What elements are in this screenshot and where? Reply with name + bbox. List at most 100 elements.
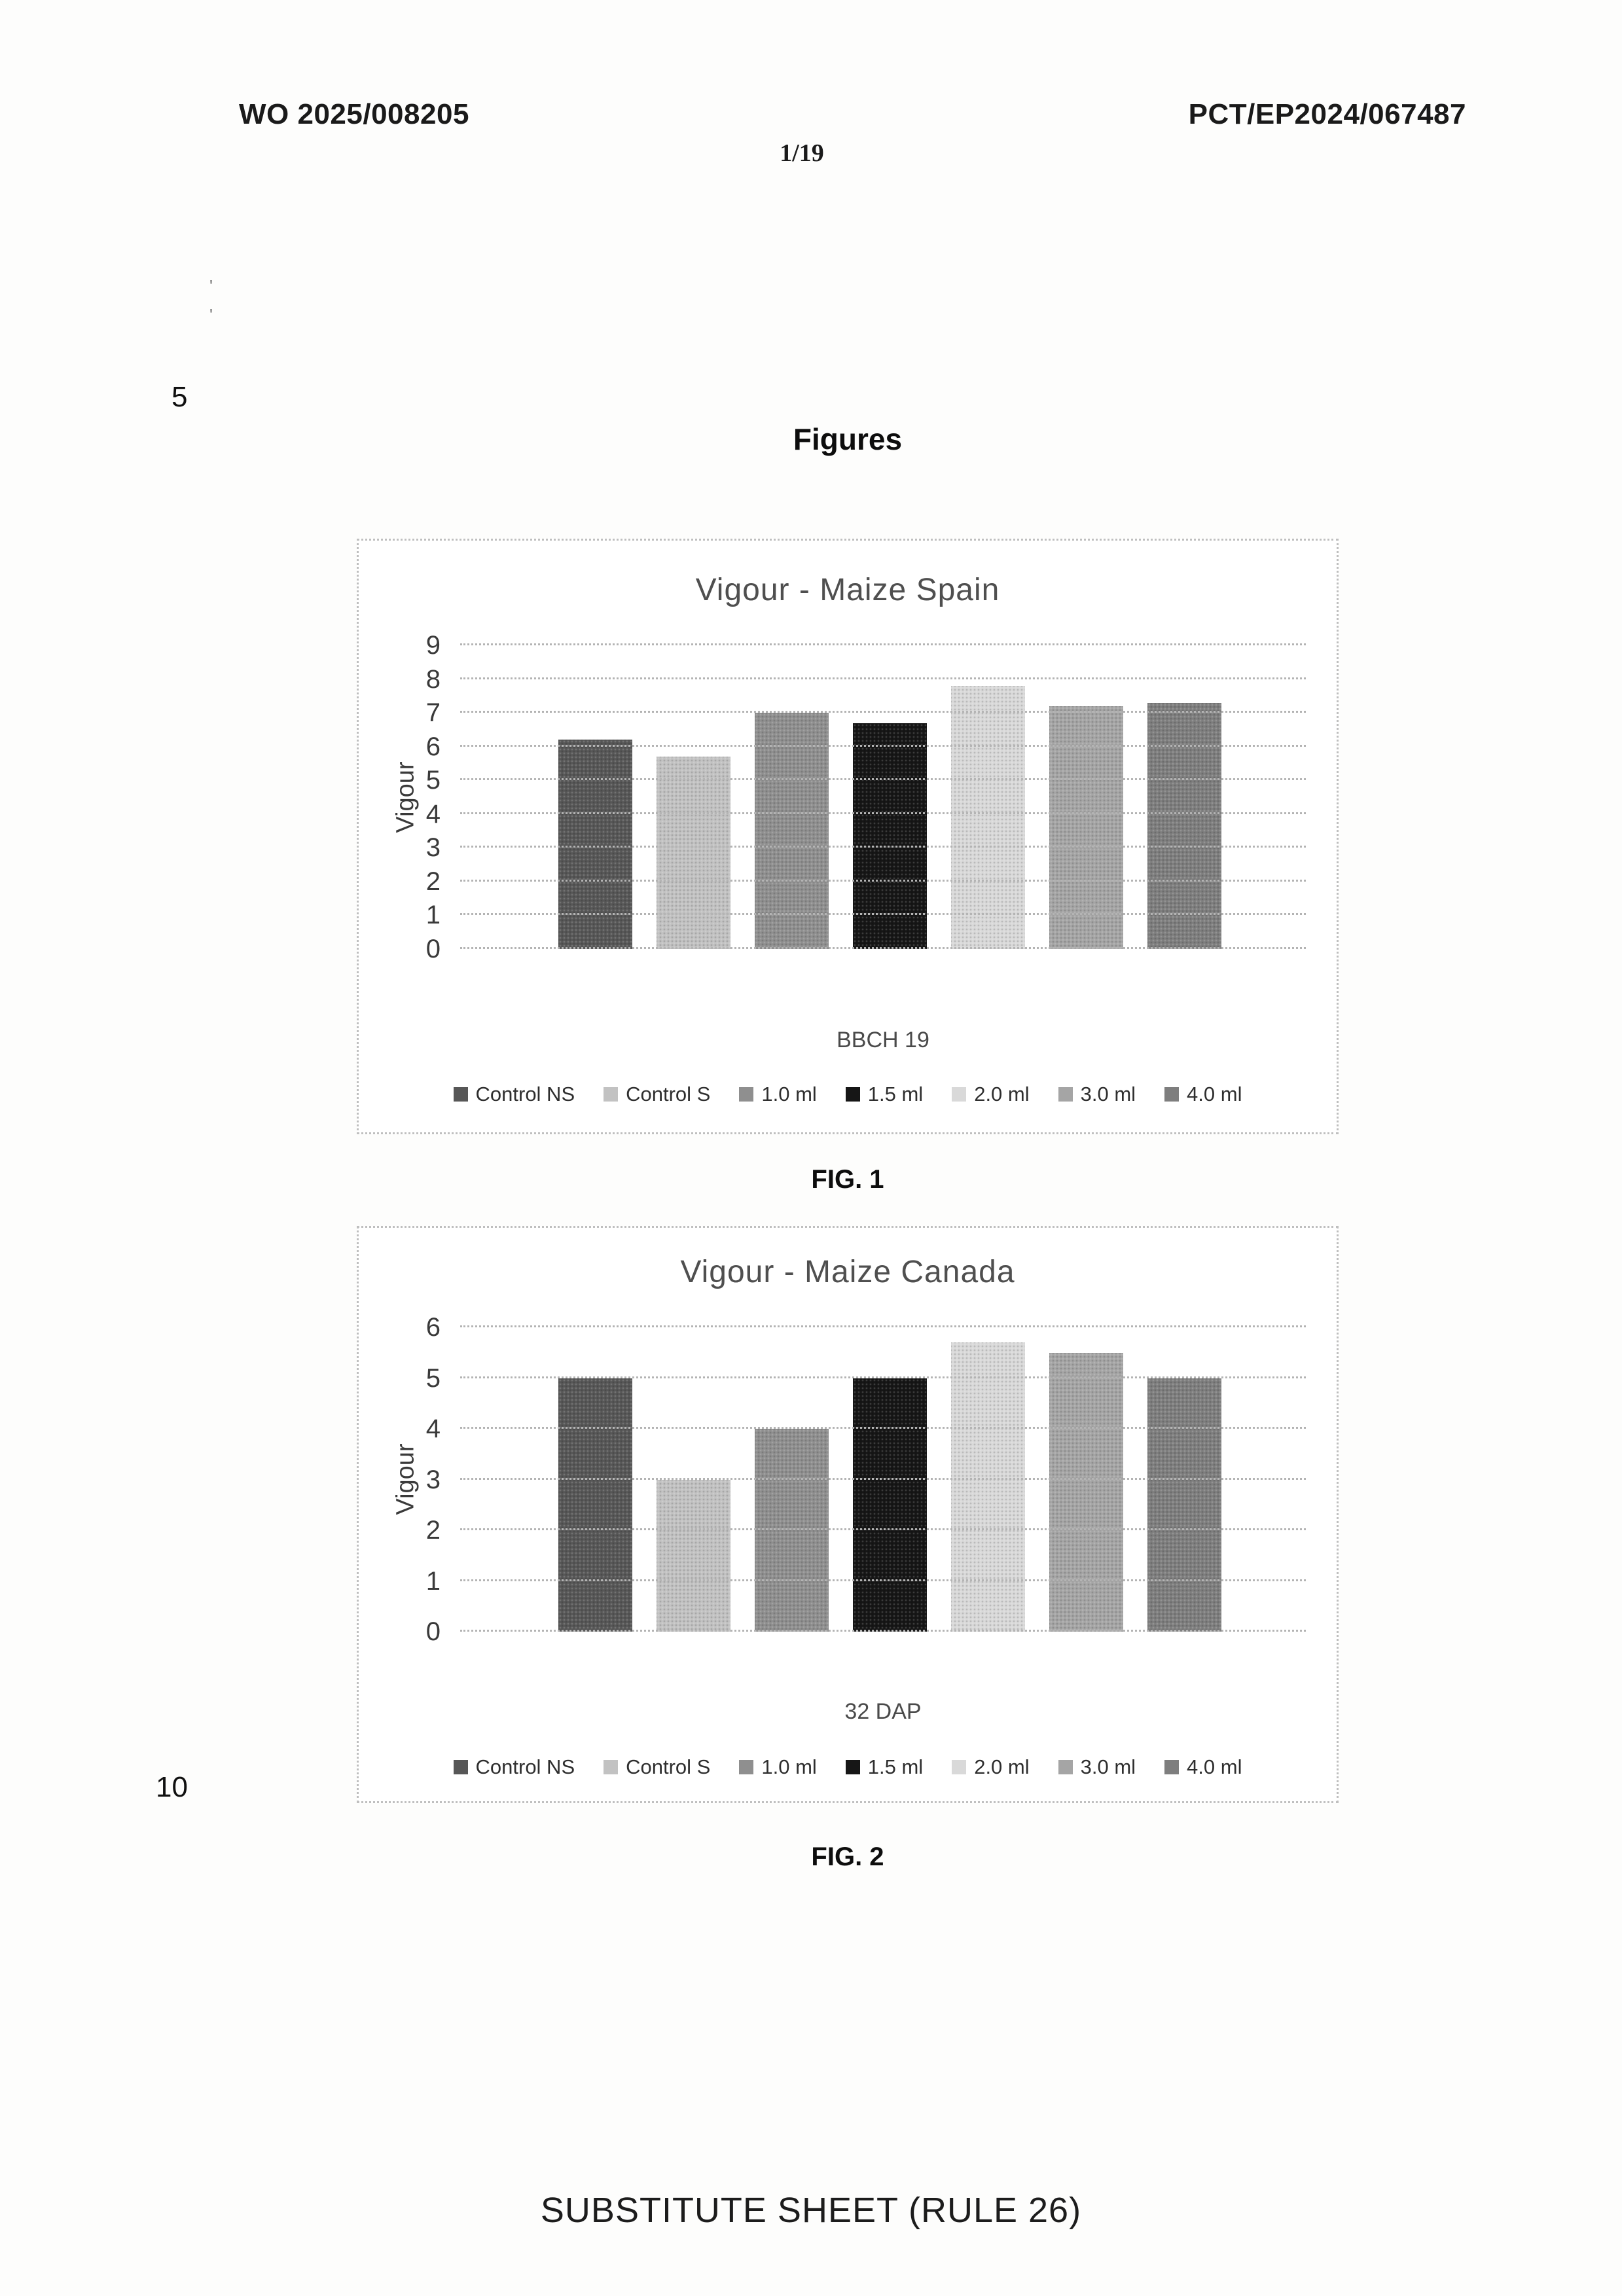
legend-label: 3.0 ml [1080, 1755, 1136, 1778]
margin-line-number: 5 [171, 381, 188, 413]
gridline [460, 846, 1306, 848]
gridline [460, 1325, 1306, 1327]
y-tick-label: 5 [425, 1363, 441, 1393]
legend-swatch-icon [453, 1760, 468, 1774]
y-tick-label: 3 [425, 1465, 441, 1494]
bar-1-5-ml [853, 723, 927, 949]
legend-item: 3.0 ml [1058, 1083, 1136, 1106]
legend-swatch-icon [1164, 1087, 1180, 1102]
y-axis-label: Vigour [391, 1443, 420, 1515]
legend-label: Control NS [475, 1755, 575, 1778]
bar-control-s [657, 757, 730, 949]
y-tick-label: 1 [425, 901, 441, 930]
legend-swatch-icon [952, 1760, 967, 1774]
gridline [460, 879, 1306, 882]
y-tick-label: 8 [425, 664, 441, 694]
legend-swatch-icon [1058, 1760, 1073, 1774]
y-tick-label: 4 [425, 1414, 441, 1444]
bar-4-0-ml [1147, 1378, 1221, 1632]
publication-number: WO 2025/008205 [239, 98, 469, 130]
bar-3-0-ml [1049, 706, 1123, 949]
legend-item: 2.0 ml [952, 1083, 1030, 1106]
legend-label: Control S [626, 1755, 711, 1778]
legend-swatch-icon [604, 1087, 619, 1102]
legend-item: Control S [604, 1755, 710, 1779]
legend-swatch-icon [845, 1087, 860, 1102]
gridline [460, 913, 1306, 916]
gridline [460, 947, 1306, 949]
bar-control-ns [558, 740, 632, 949]
legend-item: Control S [604, 1083, 710, 1106]
y-tick-label: 4 [425, 799, 441, 829]
application-number: PCT/EP2024/067487 [1188, 98, 1466, 130]
legend-item: Control NS [453, 1083, 575, 1106]
gridline [460, 677, 1306, 679]
legend-item: 1.5 ml [845, 1083, 924, 1106]
bar-2-0-ml [951, 685, 1025, 949]
gridline [460, 1477, 1306, 1480]
y-axis-label: Vigour [391, 761, 420, 833]
legend-item: Control NS [453, 1755, 575, 1779]
legend-swatch-icon [845, 1760, 860, 1774]
fig2-bar-chart: Vigour - Maize Canada Vigour 0 1 2 3 4 5 6 32 … [357, 1226, 1339, 1803]
bar-3-0-ml [1049, 1352, 1123, 1632]
legend-label: 1.0 ml [761, 1755, 817, 1778]
legend-item: 2.0 ml [952, 1755, 1030, 1779]
bar-2-0-ml [951, 1342, 1025, 1632]
y-tick-label: 9 [425, 631, 441, 660]
figures-heading: Figures [793, 422, 903, 456]
fig2-caption: FIG. 2 [811, 1842, 884, 1871]
legend-item: 1.0 ml [739, 1083, 817, 1106]
bar-4-0-ml [1147, 702, 1221, 949]
bar-control-ns [558, 1378, 632, 1632]
legend-swatch-icon [952, 1087, 967, 1102]
legend-swatch-icon [1164, 1760, 1180, 1774]
scan-speck: ' [209, 276, 213, 296]
gridline [460, 1630, 1306, 1632]
gridline [460, 1376, 1306, 1378]
gridline [460, 643, 1306, 645]
y-tick-label: 2 [425, 1516, 441, 1545]
legend-item: 3.0 ml [1058, 1755, 1136, 1779]
legend-item: 4.0 ml [1164, 1083, 1242, 1106]
y-tick-label: 5 [425, 766, 441, 795]
y-tick-label: 2 [425, 867, 441, 896]
legend-swatch-icon [453, 1087, 468, 1102]
bar-control-s [657, 1479, 730, 1632]
fig1-caption: FIG. 1 [811, 1165, 884, 1194]
legend-label: 4.0 ml [1187, 1755, 1242, 1778]
gridline [460, 744, 1306, 747]
legend-label: 1.5 ml [867, 1083, 924, 1105]
gridline [460, 778, 1306, 781]
chart-title: Vigour - Maize Spain [695, 573, 1000, 607]
legend-swatch-icon [1058, 1087, 1073, 1102]
y-tick-label: 0 [425, 935, 441, 963]
bar-group [558, 645, 1221, 949]
y-tick-label: 1 [425, 1566, 441, 1596]
legend-label: 2.0 ml [974, 1083, 1030, 1105]
y-tick-label: 7 [425, 698, 441, 728]
legend-label: Control S [626, 1083, 711, 1105]
legend-label: Control NS [475, 1083, 575, 1105]
chart-legend: Control NS Control S 1.0 ml 1.5 ml 2.0 ml 3.0… [359, 1083, 1337, 1106]
legend-label: 1.5 ml [867, 1755, 924, 1778]
y-tick-label: 6 [425, 1313, 441, 1342]
plot-area: 0 1 2 3 4 5 6 7 8 9 [426, 632, 1306, 962]
fig1-bar-chart: Vigour - Maize Spain Vigour 0 1 2 3 4 5 6 7 8 9 B… [357, 539, 1339, 1134]
bar-group [558, 1327, 1221, 1632]
y-tick-label: 6 [425, 732, 441, 761]
legend-item: 1.5 ml [845, 1755, 924, 1779]
legend-item: 1.0 ml [739, 1755, 817, 1779]
x-category-label: 32 DAP [844, 1699, 922, 1724]
gridline [460, 1579, 1306, 1581]
bar-1-0-ml [755, 713, 829, 949]
gridline [460, 812, 1306, 814]
legend-label: 4.0 ml [1187, 1083, 1242, 1105]
legend-swatch-icon [739, 1087, 754, 1102]
sheet-number: 1/19 [780, 139, 824, 167]
gridline [460, 1427, 1306, 1429]
chart-title: Vigour - Maize Canada [680, 1255, 1015, 1289]
chart-legend: Control NS Control S 1.0 ml 1.5 ml 2.0 ml 3.0… [359, 1755, 1337, 1779]
scan-speck: ' [209, 305, 213, 325]
